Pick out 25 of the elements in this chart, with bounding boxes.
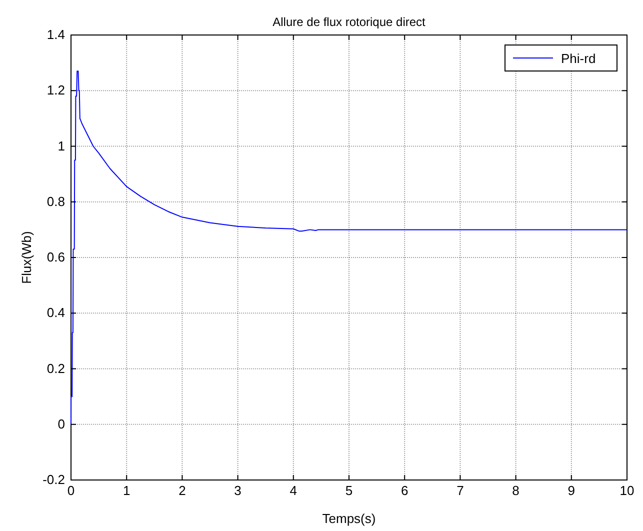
y-tick-label: 0.8 xyxy=(46,194,65,209)
y-tick-label: -0.2 xyxy=(42,472,65,487)
x-tick-label: 5 xyxy=(345,483,353,498)
x-tick-label: 2 xyxy=(178,483,186,498)
y-axis-title: Flux(Wb) xyxy=(19,231,34,284)
x-axis-title: Temps(s) xyxy=(322,511,376,526)
y-tick-label: 1.2 xyxy=(46,82,65,98)
legend-label: Phi-rd xyxy=(561,51,596,66)
chart-title: Allure de flux rotorique direct xyxy=(272,15,426,29)
y-tick-label: 0 xyxy=(58,416,65,432)
x-tick-label: 6 xyxy=(400,483,408,498)
x-tick-label: 7 xyxy=(456,483,464,498)
y-tick-label: 1 xyxy=(58,138,65,154)
line-series xyxy=(70,70,628,425)
x-tick-label: 3 xyxy=(234,483,242,498)
x-tick-label: 10 xyxy=(620,483,634,498)
x-tick-label: 9 xyxy=(568,483,576,498)
x-tick-label: 1 xyxy=(122,483,130,498)
y-tick-label: 0.6 xyxy=(46,250,65,264)
x-tick-label: 4 xyxy=(290,483,298,498)
y-tick-label: 0.2 xyxy=(46,360,65,376)
y-tick-label: 0.4 xyxy=(46,305,65,320)
x-tick-label: 0 xyxy=(67,483,75,498)
x-tick-label: 8 xyxy=(512,483,520,498)
y-tick-label: 1.4 xyxy=(46,27,65,42)
